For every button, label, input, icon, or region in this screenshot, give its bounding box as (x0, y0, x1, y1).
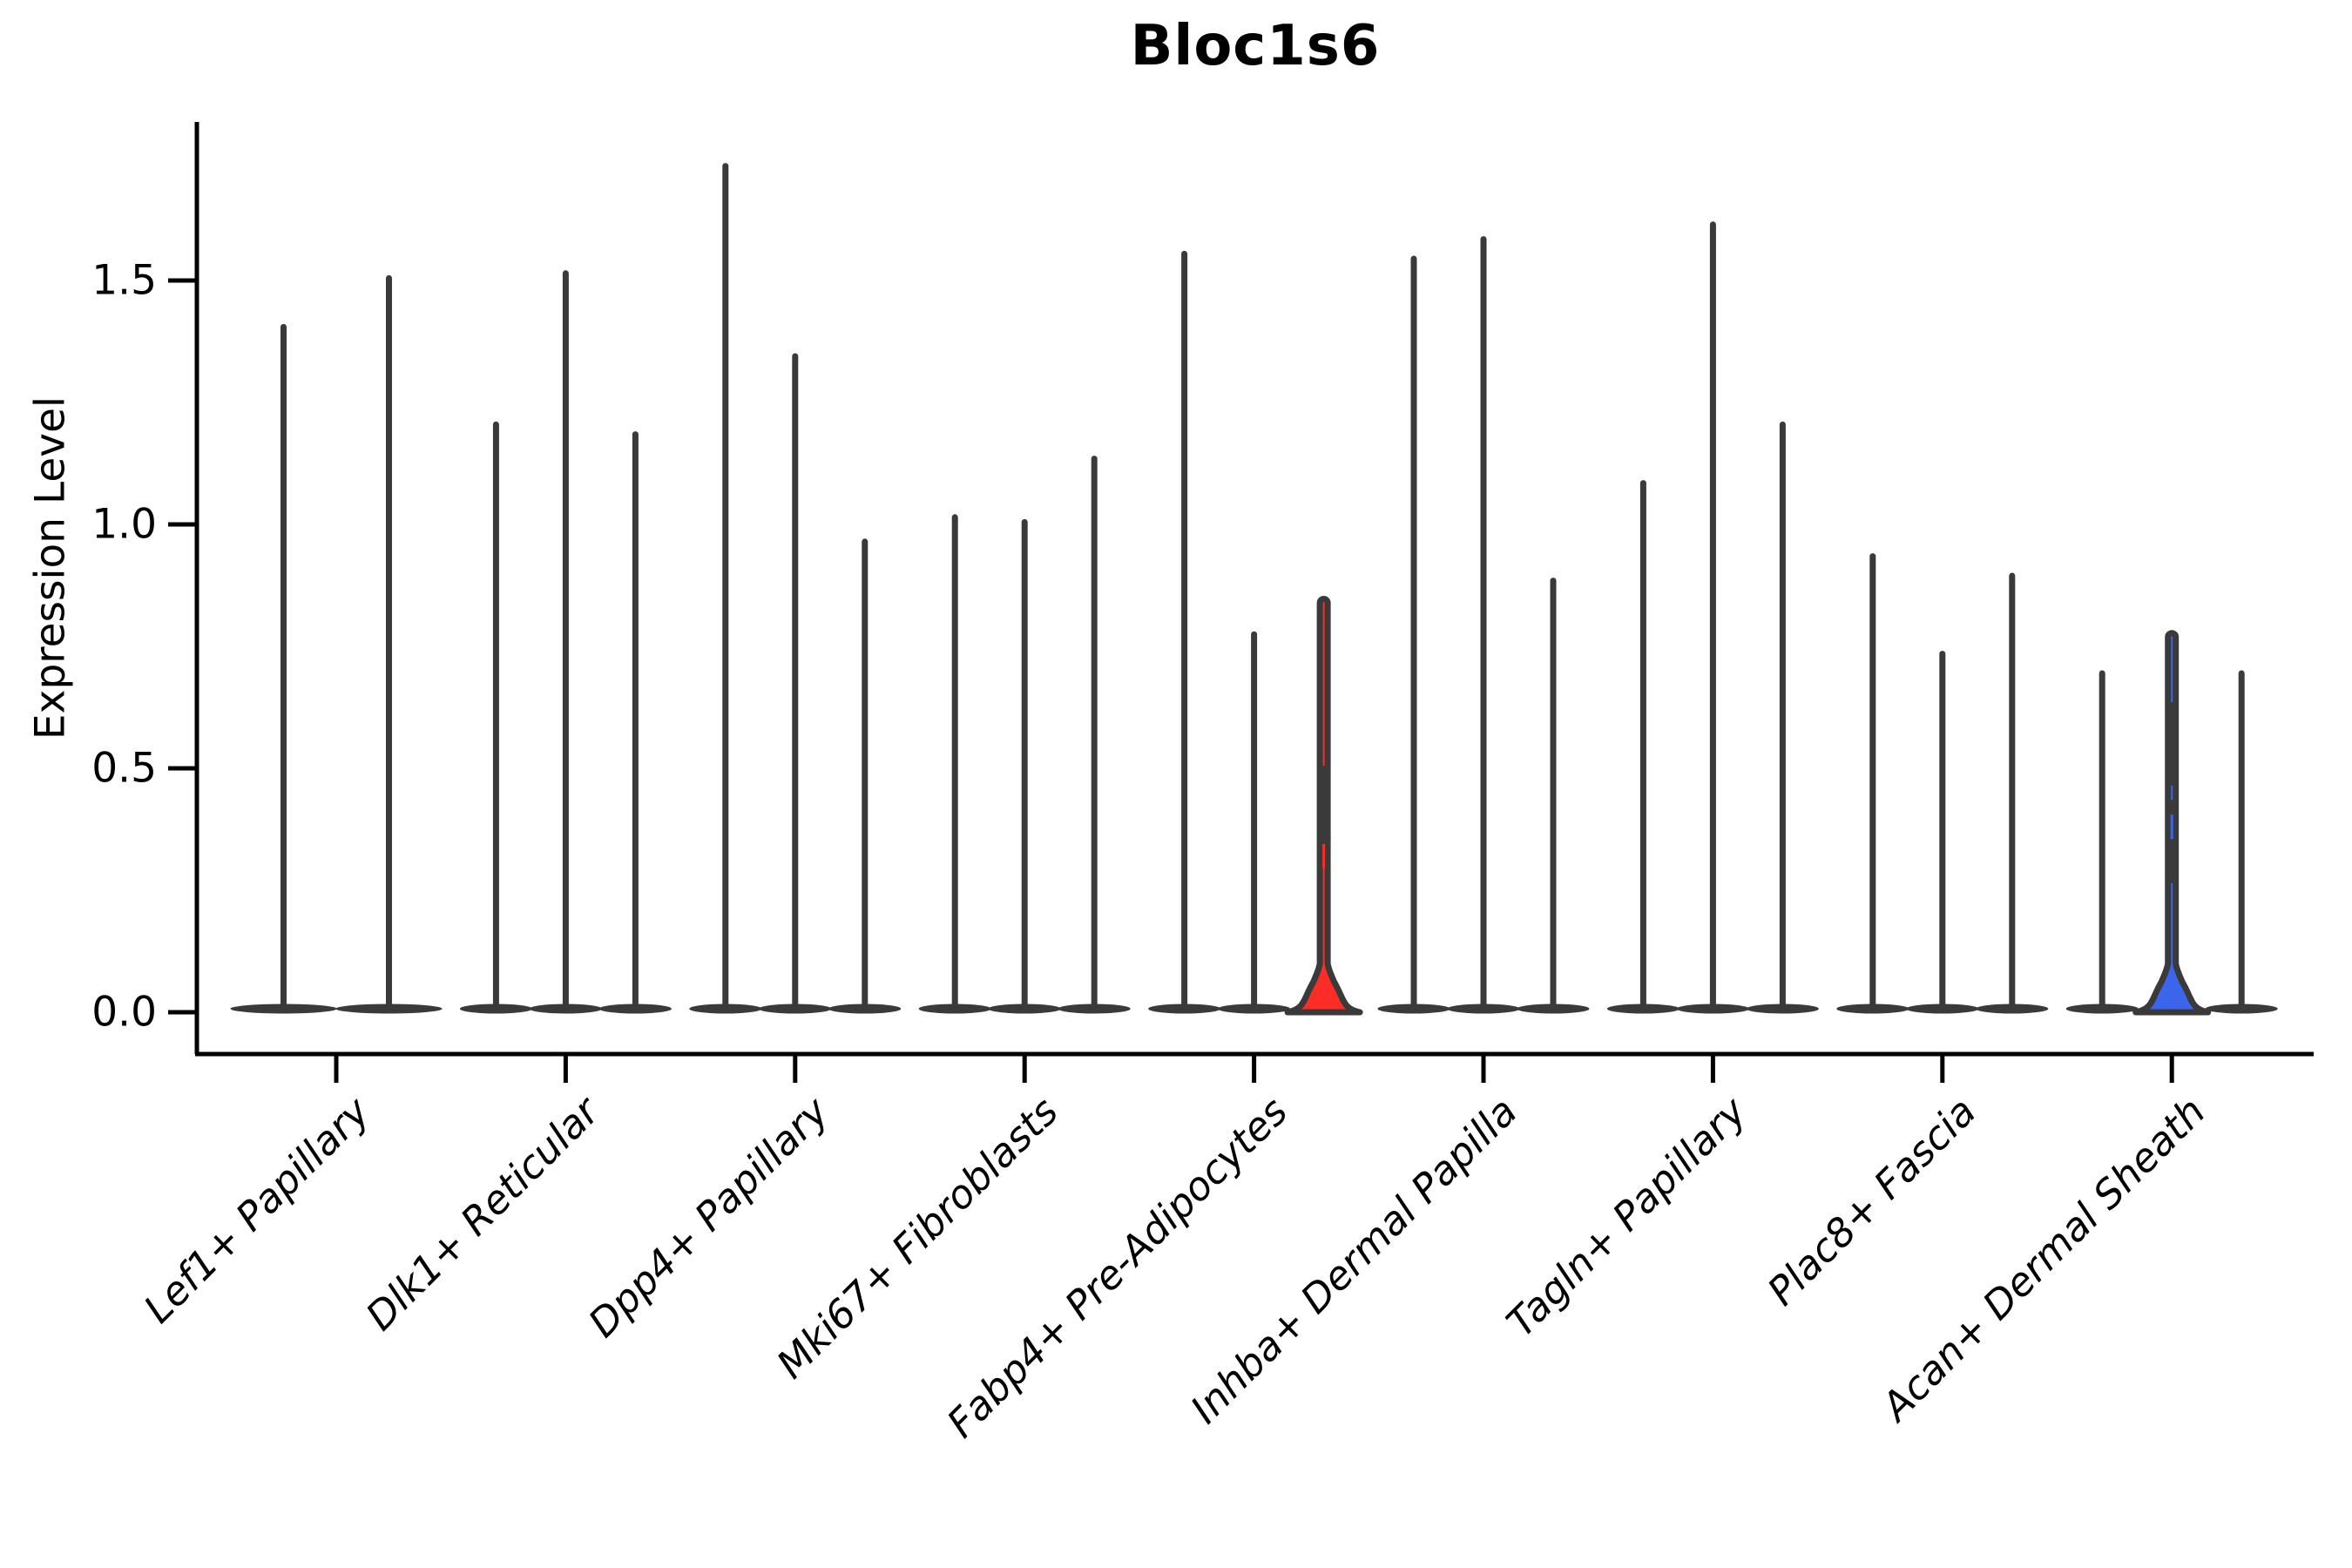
y-tick-label: 0.0 (91, 989, 157, 1037)
page-title: Bloc1s6 (1130, 14, 1381, 78)
y-tick-label: 1.5 (91, 257, 157, 305)
y-axis-label: Expression Level (26, 395, 75, 740)
y-tick-label: 0.5 (91, 745, 157, 793)
violin-stem-bulge (2166, 702, 2177, 786)
violin-stem-bulge (1318, 765, 1329, 849)
violin-stem-bulge (2166, 800, 2177, 883)
y-tick-label: 1.0 (91, 501, 157, 549)
violin-stem-sliver (2170, 814, 2173, 840)
violin-stem-sliver (1322, 843, 1326, 868)
